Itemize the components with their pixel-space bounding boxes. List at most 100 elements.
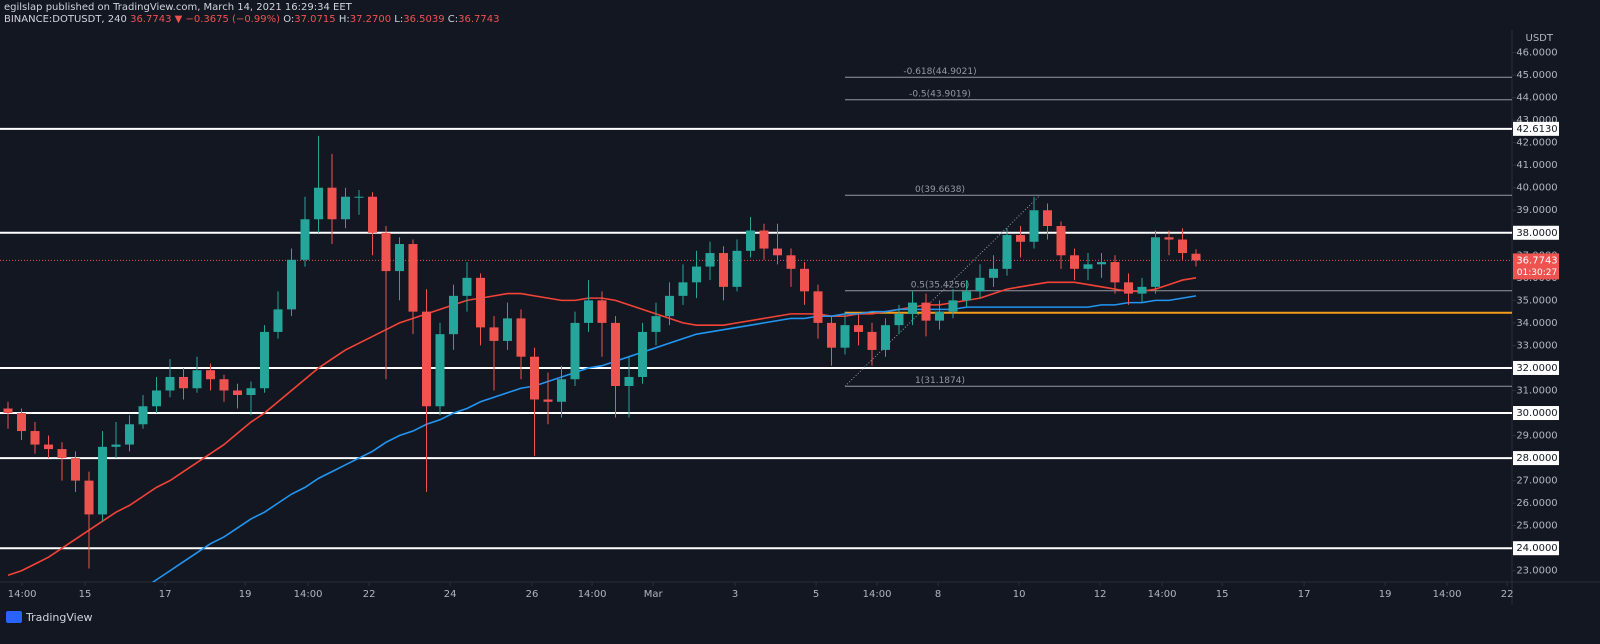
candle-body (489, 327, 499, 341)
symbol: BINANCE:DOTUSDT, 240 (4, 14, 127, 25)
candle-body (57, 449, 67, 459)
x-tick-label: 3 (732, 589, 738, 600)
x-tick-label: 19 (1379, 589, 1392, 600)
candle-body (1056, 226, 1066, 256)
candle-body (962, 291, 971, 301)
y-tick-label: 43.0000 (1516, 115, 1557, 126)
x-tick-label: 22 (363, 589, 376, 600)
o-key: O: (283, 14, 295, 25)
candle-body (1002, 235, 1012, 269)
candle-body (773, 248, 782, 256)
candle-body (71, 458, 80, 481)
candle-body (125, 424, 134, 445)
candle-body (192, 370, 202, 389)
candle-body (692, 266, 701, 283)
level-label: 38.0000 (1516, 228, 1557, 239)
level-label: 32.0000 (1516, 363, 1557, 374)
candle-body (152, 390, 161, 407)
x-tick-label: 8 (935, 589, 941, 600)
candle-body (543, 399, 553, 402)
y-tick-label: 41.0000 (1516, 160, 1557, 171)
candle-body (948, 300, 958, 312)
x-tick-label: 14:00 (1148, 589, 1177, 600)
candle-body (705, 253, 715, 267)
candle-body (759, 230, 769, 249)
change: ▼ −0.3675 (−0.99%) (174, 14, 280, 25)
fib-label: -0.618(44.9021) (903, 67, 976, 77)
fib-label: 0(39.6638) (915, 185, 965, 195)
candle-body (395, 244, 404, 272)
candle-body (219, 379, 229, 391)
logo-text: TradingView (25, 611, 92, 624)
y-tick-label: 25.0000 (1516, 521, 1557, 532)
x-tick-label: 12 (1094, 589, 1107, 600)
y-tick-label: 33.0000 (1516, 340, 1557, 351)
x-tick-label: 17 (159, 589, 172, 600)
h: 37.2700 (349, 14, 392, 25)
candle-body (894, 313, 904, 326)
level-label: 28.0000 (1516, 453, 1557, 464)
x-tick-label: 14:00 (863, 589, 892, 600)
candle-body (327, 187, 337, 220)
candle-body (287, 259, 296, 310)
candle-body (881, 325, 890, 350)
candle-body (273, 309, 283, 332)
candle-body (449, 295, 458, 335)
x-tick-label: 5 (813, 589, 819, 600)
candle-body (732, 250, 742, 287)
y-tick-label: 35.0000 (1516, 295, 1557, 306)
x-tick-label: 14:00 (1433, 589, 1462, 600)
candle-body (908, 302, 917, 314)
y-tick-label: 45.0000 (1516, 70, 1557, 81)
candle-body (1083, 264, 1093, 269)
candle-body (408, 244, 418, 312)
level-box (1513, 406, 1559, 421)
candle-body (1097, 262, 1106, 265)
candle-body (989, 268, 998, 278)
x-tick-label: Mar (644, 589, 664, 600)
candle-body (233, 390, 242, 395)
fib-label: -0.5(43.9019) (909, 89, 971, 99)
candle-body (1124, 282, 1133, 294)
candle-body (1016, 235, 1025, 242)
level-label: 24.0000 (1516, 543, 1557, 554)
candle-body (975, 277, 985, 292)
candle-body (813, 291, 823, 323)
y-tick-label: 27.0000 (1516, 476, 1557, 487)
y-tick-label: 40.0000 (1516, 183, 1557, 194)
x-tick-label: 24 (444, 589, 457, 600)
candle-body (179, 376, 188, 389)
candle-body (260, 331, 269, 389)
candle-body (530, 356, 539, 400)
price-axis: 23.0000 24.0000 25.0000 26.0000 27.0000 28.00… (1512, 48, 1559, 577)
candle-body (651, 316, 661, 332)
candle-body (341, 196, 350, 220)
candle-body (17, 413, 26, 432)
y-tick-label: 23.0000 (1516, 566, 1557, 577)
candle-body (435, 334, 445, 407)
candle-body (584, 300, 593, 323)
level-box (1513, 541, 1559, 556)
price: 36.7743 (130, 14, 172, 25)
y-tick-label: 34.0000 (1516, 318, 1557, 329)
fib-label: 1(31.1874) (915, 376, 965, 386)
x-tick-label: 26 (526, 589, 539, 600)
candle-body (354, 196, 364, 198)
candle-body (624, 376, 634, 386)
candle-body (719, 253, 728, 287)
fib-trend (844, 194, 1041, 387)
candle-body (786, 255, 796, 269)
candle-body (1070, 255, 1079, 269)
candle-body (422, 311, 431, 407)
x-tick-label: 14:00 (578, 589, 607, 600)
candle-body (1110, 262, 1120, 283)
candle-body (314, 187, 323, 220)
candle-body (638, 331, 647, 377)
candle-body (800, 268, 809, 292)
candle-body (30, 431, 40, 445)
currency: USDT (1526, 33, 1554, 44)
candle-body (206, 370, 215, 380)
plot-area: -0.618(44.9021) -0.5(43.9019) 0(39.6638) 0.… (0, 67, 1512, 582)
